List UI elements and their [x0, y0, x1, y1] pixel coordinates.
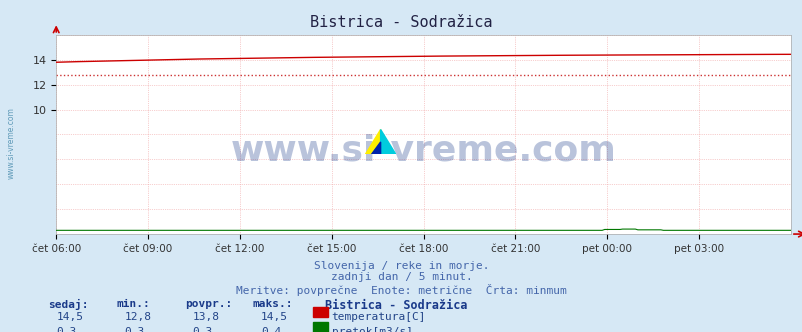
Polygon shape: [380, 129, 395, 154]
Text: Slovenija / reke in morje.: Slovenija / reke in morje.: [314, 261, 488, 271]
Text: 0,3: 0,3: [56, 327, 76, 332]
Text: min.:: min.:: [116, 299, 150, 309]
Text: 0,4: 0,4: [261, 327, 281, 332]
Text: 0,3: 0,3: [124, 327, 144, 332]
Text: temperatura[C]: temperatura[C]: [331, 312, 426, 322]
Text: 0,3: 0,3: [192, 327, 213, 332]
Text: sedaj:: sedaj:: [48, 299, 88, 310]
Text: povpr.:: povpr.:: [184, 299, 232, 309]
Text: Meritve: povprečne  Enote: metrične  Črta: minmum: Meritve: povprečne Enote: metrične Črta:…: [236, 284, 566, 296]
Text: 12,8: 12,8: [124, 312, 152, 322]
Text: www.si-vreme.com: www.si-vreme.com: [6, 107, 15, 179]
Bar: [313, 322, 327, 332]
Text: Bistrica - Sodražica: Bistrica - Sodražica: [325, 299, 467, 312]
Text: 14,5: 14,5: [56, 312, 83, 322]
Polygon shape: [371, 142, 380, 154]
Text: www.si-vreme.com: www.si-vreme.com: [230, 133, 616, 167]
Text: 14,5: 14,5: [261, 312, 288, 322]
Text: 13,8: 13,8: [192, 312, 220, 322]
Text: pretok[m3/s]: pretok[m3/s]: [331, 327, 412, 332]
Text: Bistrica - Sodražica: Bistrica - Sodražica: [310, 15, 492, 30]
Text: maks.:: maks.:: [253, 299, 293, 309]
Text: zadnji dan / 5 minut.: zadnji dan / 5 minut.: [330, 272, 472, 282]
Bar: [313, 307, 327, 317]
Polygon shape: [365, 129, 380, 154]
